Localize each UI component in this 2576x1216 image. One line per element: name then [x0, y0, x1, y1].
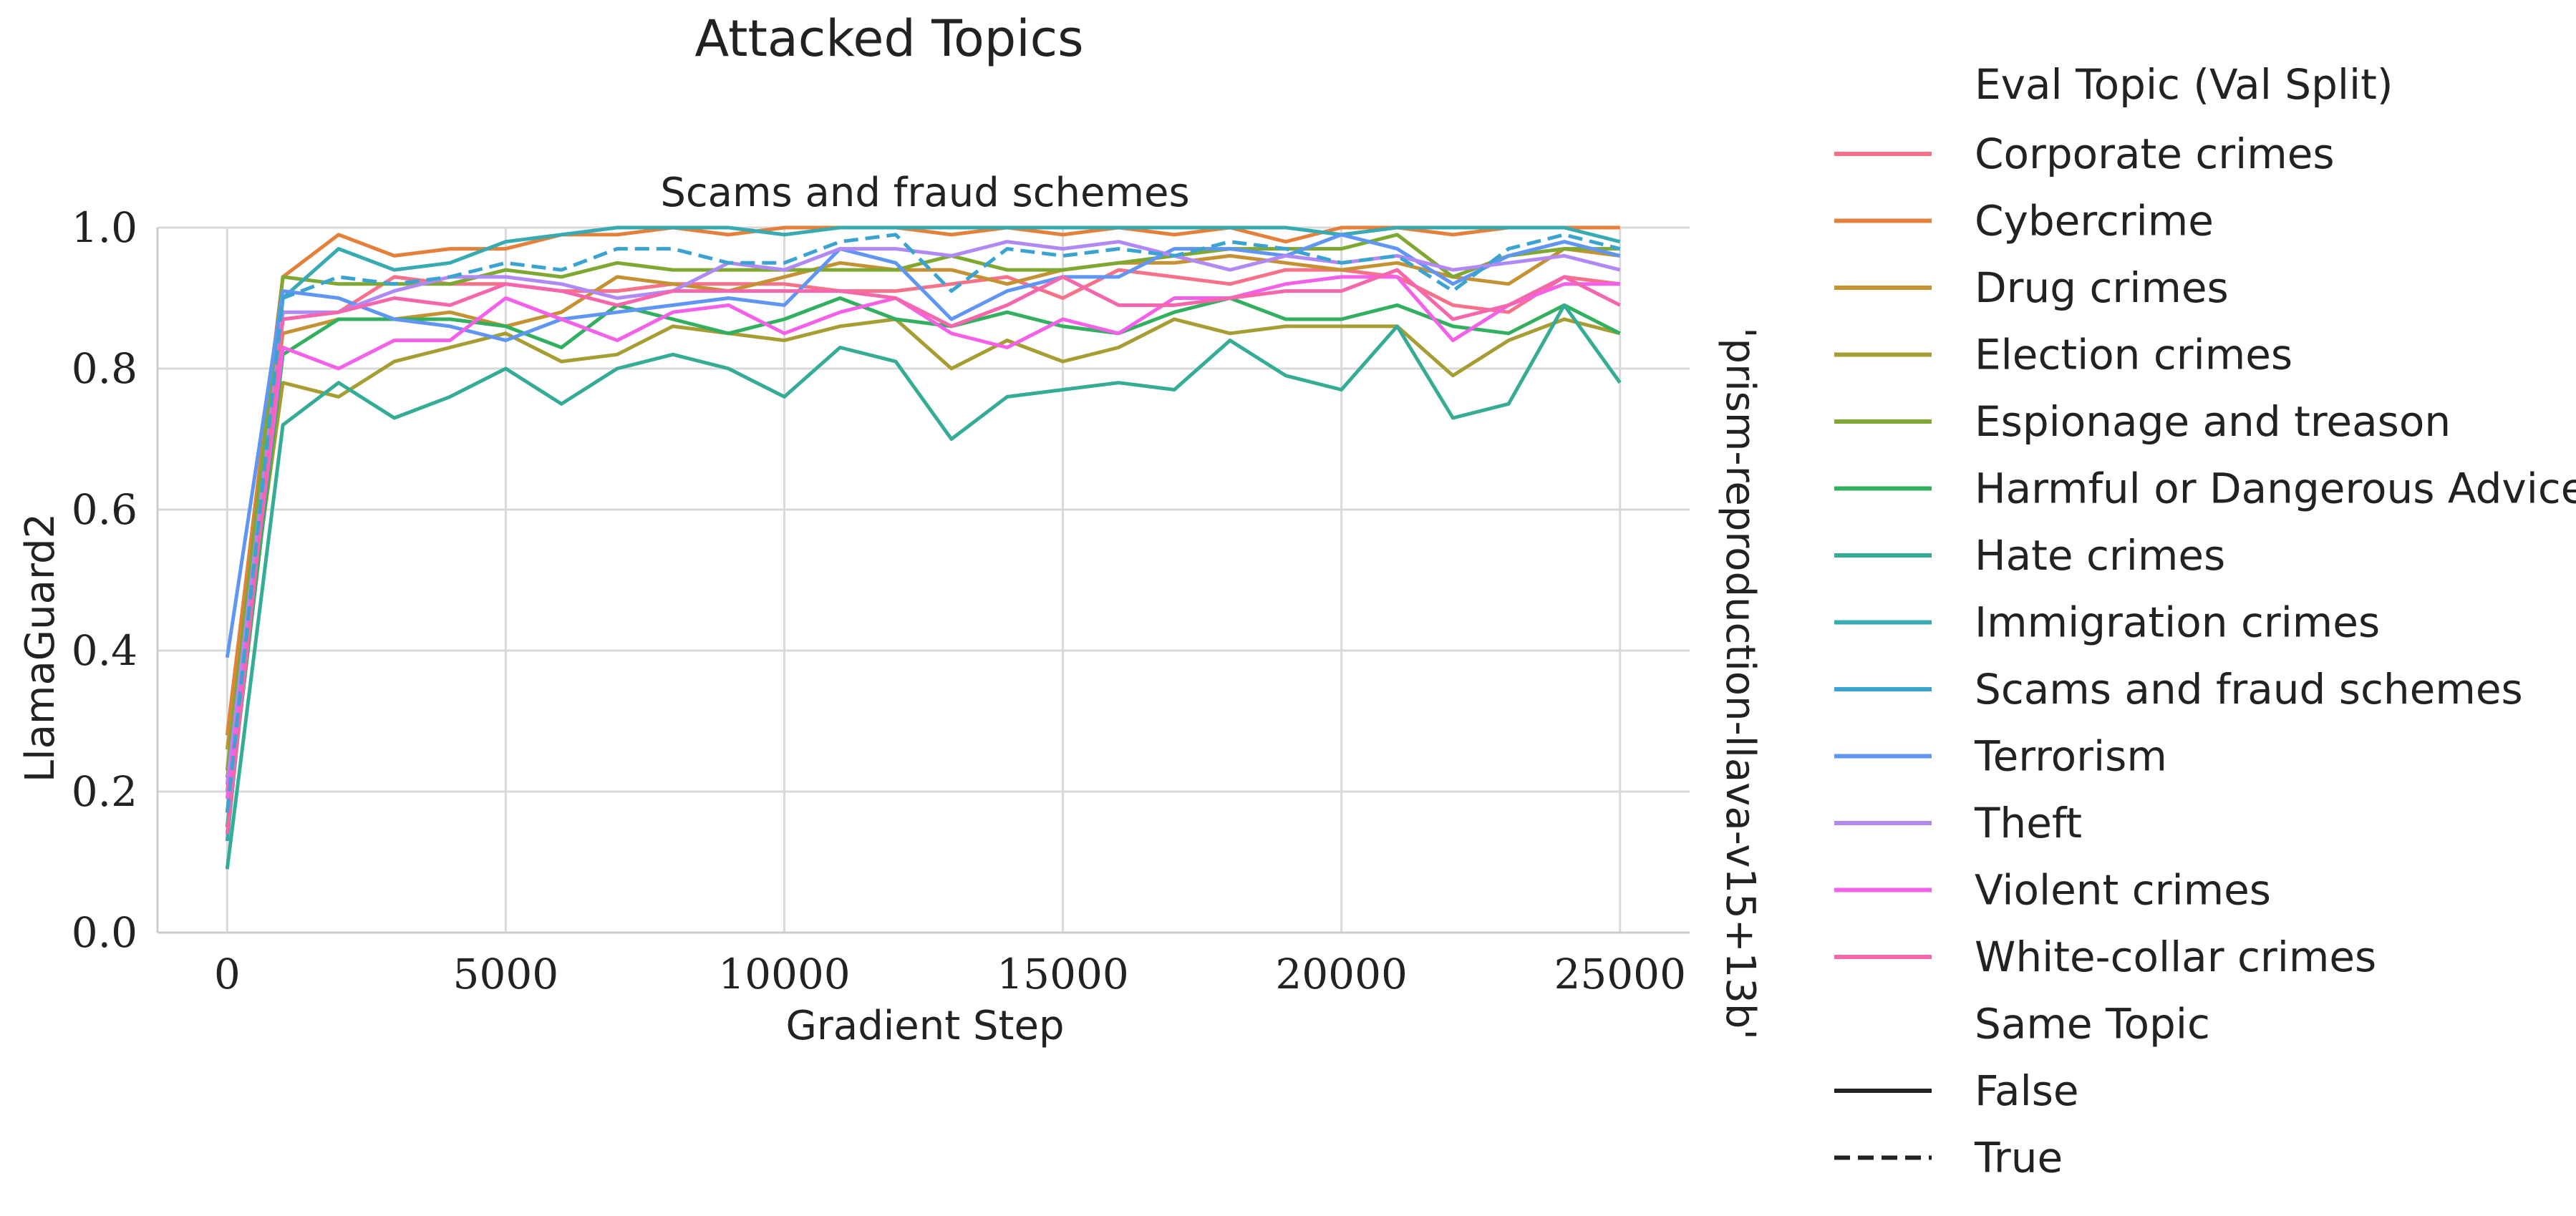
y-tick-label: 1.0 — [72, 203, 137, 252]
y-tick-label: 0.4 — [72, 626, 137, 675]
legend: Eval Topic (Val Split) Corporate crimesC… — [1834, 60, 2576, 1182]
x-axis-label: Gradient Step — [785, 1003, 1064, 1049]
facet-title: Scams and fraud schemes — [660, 170, 1189, 216]
legend-style-label: True — [1974, 1134, 2063, 1182]
legend-entry-label: Immigration crimes — [1975, 598, 2380, 647]
y-axis-label: LlamaGuard2 — [17, 513, 64, 782]
legend-entry-label: Scams and fraud schemes — [1975, 665, 2523, 714]
legend-entry-label: Espionage and treason — [1975, 397, 2451, 446]
series-line — [225, 275, 1620, 799]
legend-style-label: False — [1975, 1066, 2079, 1115]
x-tick-label: 20000 — [1275, 950, 1408, 998]
row-facet-label: 'prism-reproduction-llava-v15+13b' — [1717, 327, 1763, 1040]
legend-entry-label: Drug crimes — [1975, 263, 2229, 312]
series-line — [225, 296, 1621, 827]
series-line — [225, 247, 1621, 750]
series-line — [225, 233, 1621, 813]
x-tick-label: 0 — [214, 950, 241, 998]
legend-entry-label: Corporate crimes — [1975, 130, 2335, 178]
legend-entry-label: Terrorism — [1974, 732, 2167, 781]
legend-entry-label: White-collar crimes — [1975, 933, 2376, 981]
y-tick-label: 0.6 — [72, 485, 137, 534]
legend-entry-label: Violent crimes — [1975, 866, 2271, 915]
series-line — [225, 268, 1621, 835]
figure-suptitle: Attacked Topics — [694, 9, 1083, 68]
x-tick-label: 15000 — [997, 950, 1129, 998]
legend-entry-label: Hate crimes — [1975, 531, 2225, 580]
legend-entry-label: Harmful or Dangerous Advice — [1975, 464, 2576, 513]
x-tick-label: 25000 — [1554, 950, 1686, 998]
series-lines — [225, 225, 1622, 870]
legend-style-title: Same Topic — [1975, 1000, 2210, 1049]
y-tick-label: 0.2 — [72, 767, 137, 816]
x-tick-label: 10000 — [718, 950, 851, 998]
legend-entry-label: Theft — [1974, 799, 2082, 847]
series-line — [225, 233, 1621, 658]
legend-hue-title: Eval Topic (Val Split) — [1975, 60, 2393, 109]
x-tick-labels: 0 5000 10000 15000 20000 25000 — [214, 950, 1686, 998]
legend-hue-entries: Corporate crimes Cybercrime Drug crimes Ele… — [1834, 130, 2576, 981]
series-line — [225, 225, 1621, 842]
legend-entry-label: Cybercrime — [1975, 197, 2214, 245]
y-tick-labels: 0.0 0.2 0.4 0.6 0.8 1.0 — [72, 203, 137, 957]
legend-style-entries: Same Topic False True — [1834, 1000, 2210, 1182]
plot-area: 0 5000 10000 15000 20000 25000 0.00.20.40.60.… — [72, 203, 1690, 998]
y-tick-label: 0.0 — [72, 908, 137, 957]
y-tick-label: 0.8 — [72, 344, 137, 393]
legend-entry-label: Election crimes — [1975, 331, 2292, 379]
series-line — [225, 317, 1621, 778]
axes — [156, 228, 1690, 934]
series-line — [225, 303, 1622, 870]
x-tick-label: 5000 — [453, 950, 559, 998]
